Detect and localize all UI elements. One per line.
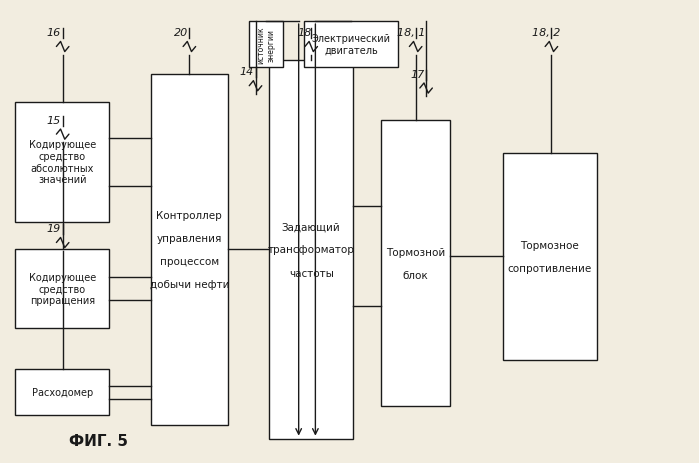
Text: Тормозное

сопротивление: Тормозное сопротивление <box>507 240 592 273</box>
Text: 18, 1: 18, 1 <box>397 28 425 38</box>
Text: 20: 20 <box>174 28 188 38</box>
Bar <box>15 250 109 328</box>
Text: ФИГ. 5: ФИГ. 5 <box>69 433 129 448</box>
Text: источник
энергии: источник энергии <box>257 26 275 64</box>
Text: Кодирующее
средство
приращения: Кодирующее средство приращения <box>29 272 96 306</box>
Text: 14: 14 <box>240 67 254 77</box>
Bar <box>151 75 228 425</box>
Text: Расходомер: Расходомер <box>31 388 93 398</box>
Text: Электрический
двигатель: Электрический двигатель <box>312 34 391 56</box>
Text: Контроллер

управления

процессом

добычи нефти: Контроллер управления процессом добычи н… <box>150 210 229 290</box>
Bar <box>249 22 283 68</box>
Bar <box>381 121 450 407</box>
Text: 18, 2: 18, 2 <box>532 28 561 38</box>
Bar <box>503 153 597 360</box>
Bar <box>269 61 353 438</box>
Text: 15: 15 <box>47 116 61 125</box>
Text: 17: 17 <box>411 69 425 80</box>
Text: 19: 19 <box>47 224 61 234</box>
Text: Задающий

трансформатор

частоты: Задающий трансформатор частоты <box>268 222 354 278</box>
Text: 16: 16 <box>47 28 61 38</box>
Text: Кодирующее
средство
абсолютных
значений: Кодирующее средство абсолютных значений <box>29 140 96 185</box>
Text: Тормозной

блок: Тормозной блок <box>386 247 445 280</box>
Bar <box>15 103 109 222</box>
Text: 18: 18 <box>297 28 312 38</box>
Bar <box>304 22 398 68</box>
Bar <box>15 369 109 416</box>
